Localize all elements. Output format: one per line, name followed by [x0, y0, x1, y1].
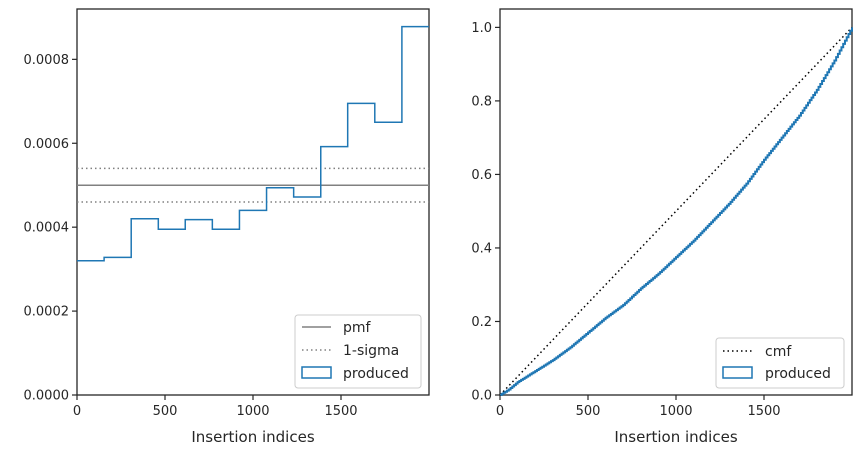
right-y-tick-label: 0.0 — [471, 389, 492, 404]
pmf-histogram-chart: 0 500 1000 1500 0.0000 0.0002 0.0004 0.0006 0.00… — [24, 8, 430, 446]
legend-produced-label: produced — [343, 366, 409, 382]
left-axis-ticks: 0 500 1000 1500 0.0000 0.0002 0.0004 0.0006 0.00… — [24, 53, 358, 419]
legend-1-sigma-label: 1-sigma — [343, 343, 399, 359]
left-x-axis-title: Insertion indices — [191, 428, 314, 446]
legend-produced-swatch — [722, 366, 753, 379]
left-y-tick-label: 0.0002 — [24, 305, 70, 320]
right-legend-box — [715, 337, 845, 389]
right-axis-ticks: 0 500 1000 1500 0.0 0.2 0.4 0.6 0.8 1.0 — [471, 21, 780, 419]
left-x-tick-label: 0 — [73, 404, 81, 419]
left-y-tick-label: 0.0008 — [24, 53, 70, 68]
right-series-layer — [499, 26, 853, 396]
right-x-tick-label: 1500 — [747, 404, 780, 419]
legend-produced-label: produced — [765, 366, 831, 382]
right-y-tick-label: 1.0 — [471, 21, 492, 36]
legend-cmf-label: cmf — [765, 344, 792, 360]
cmf-chart: 0 500 1000 1500 0.0 0.2 0.4 0.6 0.8 1.0 Insertion… — [471, 8, 853, 446]
left-x-tick-label: 1500 — [324, 404, 357, 419]
left-y-tick-label: 0.0006 — [24, 137, 70, 152]
left-legend: pmf 1-sigma produced — [294, 314, 422, 389]
legend-produced-swatch — [301, 366, 332, 379]
produced-cumulative-step — [500, 27, 853, 396]
right-x-tick-label: 1000 — [659, 404, 692, 419]
legend-pmf-label: pmf — [343, 320, 372, 336]
cmf-line — [499, 26, 853, 396]
left-y-tick-label: 0.0000 — [24, 389, 70, 404]
right-y-tick-label: 0.6 — [471, 168, 492, 183]
right-y-tick-label: 0.4 — [471, 241, 492, 256]
right-x-tick-label: 0 — [496, 404, 504, 419]
left-legend-box — [294, 314, 422, 389]
produced-histogram-step — [77, 25, 429, 262]
right-y-tick-label: 0.2 — [471, 315, 492, 330]
left-x-tick-label: 1000 — [236, 404, 269, 419]
left-x-tick-label: 500 — [153, 404, 178, 419]
right-legend: cmf produced — [715, 337, 845, 389]
right-x-tick-label: 500 — [576, 404, 601, 419]
right-x-axis-title: Insertion indices — [614, 428, 737, 446]
left-series-layer — [77, 25, 429, 262]
right-y-tick-label: 0.8 — [471, 94, 492, 109]
right-plot-frame — [499, 8, 853, 396]
left-y-tick-label: 0.0004 — [24, 221, 70, 236]
